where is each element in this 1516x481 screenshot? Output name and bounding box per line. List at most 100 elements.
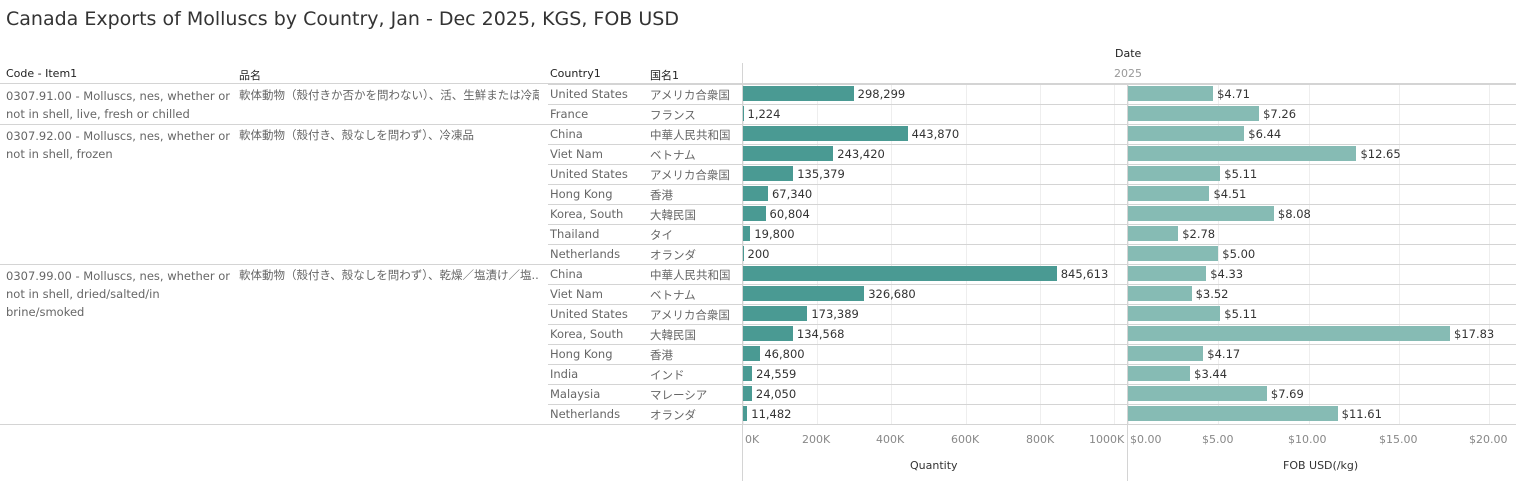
country-jp-cell: ベトナム [650,288,696,302]
country-cell: Korea, South [550,327,624,341]
country-cell: United States [550,167,628,181]
year-header: 2025 [1114,67,1142,80]
price-bar[interactable] [1128,266,1207,281]
country-cell: Viet Nam [550,147,603,161]
price-label: $6.44 [1248,127,1282,141]
row-rule [548,124,1516,125]
quantity-label: 19,800 [754,227,795,241]
gridline [817,84,819,424]
quantity-bar[interactable] [743,386,752,401]
price-tick: $15.00 [1379,433,1418,446]
quantity-bar[interactable] [743,346,761,361]
price-label: $4.33 [1210,267,1244,281]
country-jp-cell: オランダ [650,248,696,262]
country-jp-cell: アメリカ合衆国 [650,88,730,102]
chart-title: Canada Exports of Molluscs by Country, J… [6,8,679,30]
gridline [965,84,967,424]
code-header: Code - Item1 [6,67,78,80]
country-cell: United States [550,87,628,101]
price-label: $4.71 [1217,87,1250,101]
gridline [1489,84,1491,424]
price-bar[interactable] [1128,86,1214,101]
code-item: 0307.92.00 - Molluscs, nes, whether or n… [6,129,231,161]
country-cell: France [550,107,589,121]
row-rule [548,384,1516,385]
price-axis-title: FOB USD(/kg) [1283,459,1359,472]
quantity-label: 326,680 [868,287,916,301]
country-jp-cell: マレーシア [650,388,708,402]
price-label: $4.51 [1213,187,1247,201]
gridline [891,84,893,424]
country-jp-cell: タイ [650,228,673,242]
name-jp-header: 品名 [239,69,261,82]
quantity-bar[interactable] [743,226,751,241]
price-bar[interactable] [1128,326,1450,341]
row-rule [548,284,1516,285]
gridline [1398,84,1400,424]
quantity-bar[interactable] [743,306,808,321]
quantity-label: 60,804 [769,207,810,221]
country-jp-cell: アメリカ合衆国 [650,168,730,182]
quantity-bar[interactable] [743,286,865,301]
quantity-bar[interactable] [743,146,834,161]
divider [1127,84,1128,481]
row-rule [548,324,1516,325]
quantity-bar[interactable] [743,206,766,221]
country-cell: Netherlands [550,407,621,421]
price-label: $5.00 [1222,247,1256,261]
country-jp-cell: ベトナム [650,148,696,162]
quantity-bar[interactable] [743,166,794,181]
price-bar[interactable] [1128,386,1267,401]
price-label: $7.69 [1270,387,1304,401]
country-header: Country1 [550,67,601,80]
price-label: $2.78 [1182,227,1216,241]
country-cell: China [550,127,583,141]
quantity-bar[interactable] [743,406,748,421]
price-bar[interactable] [1128,286,1192,301]
price-bar[interactable] [1128,226,1179,241]
quantity-bar[interactable] [743,366,753,381]
quantity-label: 298,299 [857,87,906,101]
date-header: Date [1115,47,1142,60]
quantity-label: 46,800 [764,347,805,361]
price-bar[interactable] [1128,366,1191,381]
row-rule [548,304,1516,305]
price-bar[interactable] [1128,106,1260,121]
country-jp-header: 国名1 [650,69,679,82]
price-tick: $20.00 [1469,433,1508,446]
price-bar[interactable] [1128,166,1221,181]
price-bar[interactable] [1128,406,1338,421]
price-tick: $5.00 [1202,433,1234,446]
price-label: $5.11 [1224,307,1258,321]
quantity-bar[interactable] [743,326,793,341]
row-rule [548,184,1516,185]
country-cell: China [550,267,583,281]
quantity-bar[interactable] [743,186,768,201]
country-jp-cell: 中華人民共和国 [650,268,731,282]
country-jp-cell: アメリカ合衆国 [650,308,730,322]
price-bar[interactable] [1128,246,1219,261]
quantity-bar[interactable] [743,106,744,121]
quantity-tick: 800K [1026,433,1055,446]
price-bar[interactable] [1128,346,1204,361]
country-cell: India [550,367,579,381]
item-name-jp: 軟体動物（殻付きか否かを問わない）、活、生鮮または冷蔵 [239,88,539,102]
quantity-bar[interactable] [743,126,908,141]
country-jp-cell: フランス [650,108,696,122]
price-label: $8.08 [1277,207,1311,221]
price-bar[interactable] [1128,146,1357,161]
price-label: $4.17 [1207,347,1241,361]
price-bar[interactable] [1128,186,1210,201]
gridline [1114,84,1115,424]
quantity-tick: 1000K [1089,433,1125,446]
country-jp-cell: 香港 [650,188,673,202]
price-bar[interactable] [1128,126,1245,141]
quantity-bar[interactable] [743,246,744,261]
price-bar[interactable] [1128,306,1221,321]
quantity-bar[interactable] [743,86,854,101]
price-bar[interactable] [1128,206,1274,221]
row-rule [548,144,1516,145]
header-rule [0,83,1516,84]
quantity-bar[interactable] [743,266,1057,281]
row-rule [548,244,1516,245]
